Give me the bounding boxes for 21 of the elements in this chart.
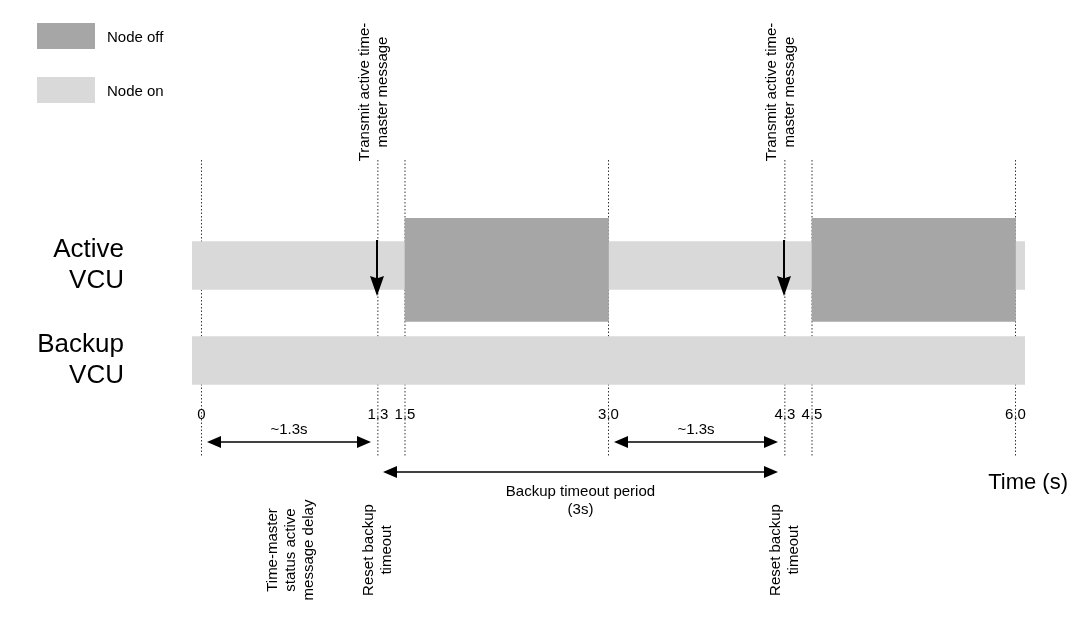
legend-label: Node off — [107, 27, 164, 45]
x-tick-label: 4.5 — [801, 405, 823, 423]
x-tick-label: 6.0 — [1005, 405, 1026, 423]
annotation: Transmit active time-master message — [761, 21, 797, 164]
x-tick-label: 1.3 — [367, 405, 389, 423]
bar — [192, 336, 1025, 385]
y-tick-label: Backup VCU — [37, 328, 124, 390]
x-axis-title: Time (s) — [988, 469, 1068, 494]
legend-label: Node on — [107, 81, 164, 99]
x-tick-label: 3.0 — [598, 405, 619, 423]
annotation: Transmit active time-master message — [354, 21, 390, 164]
text: Reset backup timeout — [766, 503, 802, 598]
y-tick-label: Active VCU — [53, 233, 124, 295]
annotation: ~1.3s — [676, 420, 716, 438]
annotation: ~1.3s — [269, 420, 309, 438]
x-tick-label: 0 — [197, 405, 206, 423]
text: Time-master status active message delay — [263, 498, 317, 603]
x-tick-label: 1.5 — [394, 405, 416, 423]
x-tick-label: 4.3 — [774, 405, 796, 423]
text: Backup timeout period (3s) — [505, 482, 656, 518]
text: Reset backup timeout — [359, 503, 395, 598]
